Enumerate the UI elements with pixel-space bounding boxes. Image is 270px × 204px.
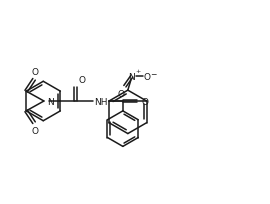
Text: −: − — [150, 70, 157, 79]
Text: O: O — [79, 76, 86, 85]
Text: O: O — [141, 97, 149, 106]
Text: NH: NH — [94, 97, 108, 106]
Text: N: N — [129, 72, 135, 81]
Text: N: N — [47, 97, 54, 106]
Text: +: + — [136, 69, 141, 74]
Text: O: O — [144, 72, 151, 81]
Text: O: O — [117, 90, 124, 99]
Text: O: O — [32, 68, 39, 77]
Text: O: O — [32, 126, 39, 135]
